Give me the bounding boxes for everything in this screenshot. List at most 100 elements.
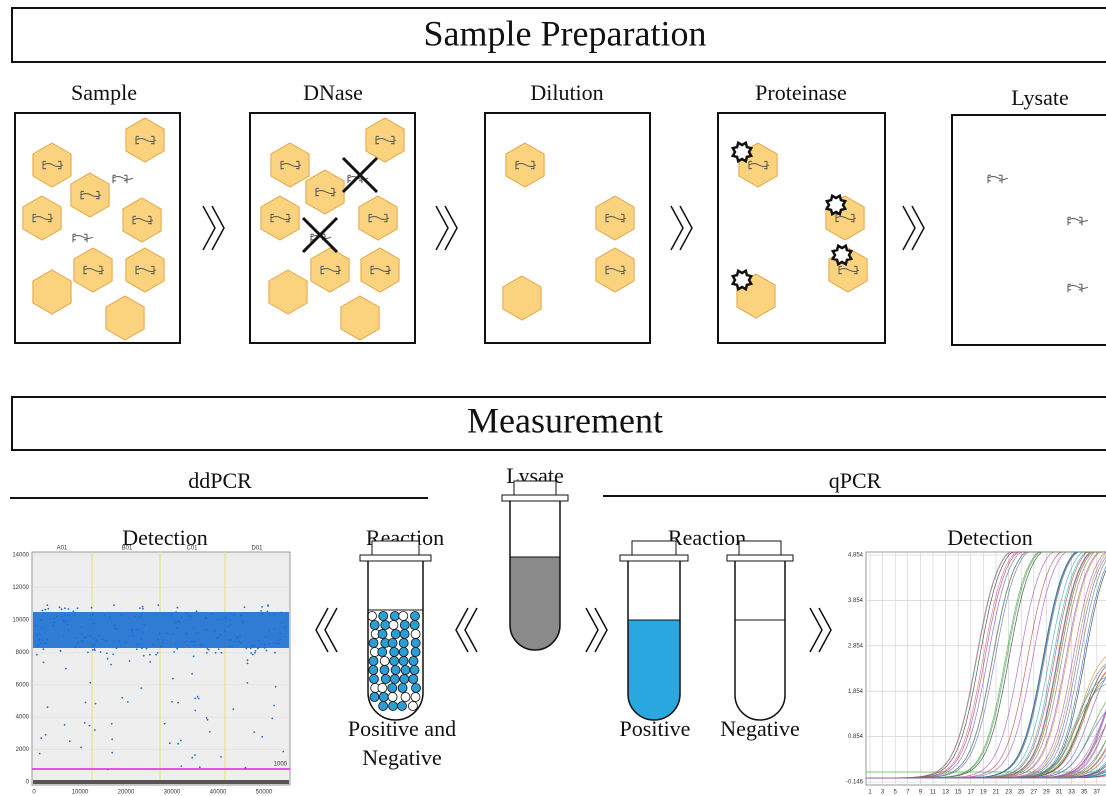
droplet-point <box>142 654 145 657</box>
tube-cap <box>371 540 420 556</box>
tube-body <box>734 561 786 721</box>
y-tick-label: 4.854 <box>848 553 864 559</box>
dna <box>320 265 342 275</box>
droplet <box>378 611 389 621</box>
droplet-point <box>194 697 197 700</box>
x-tick-label: 9 <box>919 790 923 796</box>
droplet <box>390 629 401 639</box>
droplet-point <box>37 644 39 647</box>
x-tick-label: 33 <box>1068 790 1075 796</box>
droplet-point <box>175 621 177 624</box>
droplet-point <box>274 651 276 654</box>
droplet-point <box>56 615 59 618</box>
droplet-point <box>267 643 270 645</box>
x-tick-label: 31 <box>1056 790 1063 796</box>
result-label: Positive and <box>348 716 456 741</box>
droplet-point <box>220 651 223 654</box>
droplet-point <box>143 623 146 626</box>
y-tick-label: 8000 <box>16 650 30 656</box>
droplet-point <box>191 640 193 643</box>
dna <box>838 265 860 275</box>
droplet-point <box>239 635 242 638</box>
droplet-point <box>140 614 143 616</box>
droplet <box>389 656 400 666</box>
dna <box>112 174 134 184</box>
droplet-point <box>76 607 79 610</box>
droplet-point <box>214 651 217 654</box>
x-tick-label: 19 <box>980 790 987 796</box>
droplet-point <box>160 645 163 647</box>
x-tick-label: 29 <box>1043 790 1050 796</box>
droplet-point <box>110 722 113 725</box>
step-box <box>717 112 886 344</box>
droplet-point <box>239 614 242 617</box>
droplet-point <box>75 637 78 639</box>
droplet-point <box>134 615 137 618</box>
droplet-point <box>142 631 145 634</box>
droplet <box>377 683 388 693</box>
y-tick-label: 0 <box>26 780 30 786</box>
droplet-point <box>118 640 120 643</box>
droplet-point <box>197 697 200 700</box>
droplet-point <box>136 643 139 646</box>
droplet <box>368 638 379 648</box>
droplet <box>410 692 421 702</box>
droplet-point <box>41 609 44 612</box>
dna <box>72 233 94 243</box>
x-tick-label: 35 <box>1081 790 1088 796</box>
droplet-point <box>200 644 203 647</box>
droplet-point <box>113 604 115 607</box>
droplet-point <box>229 619 231 621</box>
droplet-point <box>236 635 239 638</box>
droplet <box>379 665 390 675</box>
capsid <box>502 275 542 321</box>
tube-rim <box>359 554 432 562</box>
droplet-point <box>66 624 69 626</box>
droplet-point <box>233 640 236 643</box>
droplet <box>397 701 407 711</box>
droplet-point <box>141 605 144 608</box>
droplet-point <box>46 638 49 641</box>
droplet-point <box>217 648 220 650</box>
droplet-point <box>273 613 276 616</box>
step-boxes <box>14 112 1106 346</box>
droplet-point <box>194 754 196 756</box>
x-tick-label: 21 <box>993 790 1000 796</box>
droplet <box>399 629 410 639</box>
droplet-point <box>239 642 242 644</box>
droplet-point <box>62 635 65 638</box>
droplet-point <box>162 639 165 641</box>
negative-cluster <box>33 780 289 784</box>
well-label: B01 <box>122 546 133 552</box>
droplet <box>369 692 380 702</box>
droplet-point <box>177 619 180 622</box>
droplet-point <box>103 614 106 616</box>
droplet-point <box>228 639 231 641</box>
chevron <box>902 205 925 251</box>
droplet <box>388 620 399 630</box>
droplet <box>380 620 391 630</box>
dna <box>32 213 54 223</box>
droplet <box>387 683 398 693</box>
droplet-point <box>156 652 159 654</box>
droplet-point <box>191 756 194 759</box>
droplet-point <box>173 651 176 653</box>
droplet-point <box>111 751 114 754</box>
droplet-point <box>109 616 111 619</box>
droplet-point <box>193 644 195 647</box>
droplet-point <box>65 667 67 670</box>
droplet-point <box>94 702 97 705</box>
x-tick-label: 3 <box>881 790 885 796</box>
dna <box>132 215 154 225</box>
droplet-point <box>105 639 108 642</box>
droplet-point <box>210 612 213 615</box>
droplet-point <box>197 631 200 634</box>
droplet-point <box>170 614 173 616</box>
y-tick-label: 12000 <box>12 585 29 591</box>
droplet-point <box>205 617 208 620</box>
droplet-point <box>149 661 152 663</box>
droplet-point <box>246 682 249 684</box>
droplet-point <box>263 647 266 649</box>
droplet-point <box>38 638 41 641</box>
step-box <box>249 112 416 344</box>
